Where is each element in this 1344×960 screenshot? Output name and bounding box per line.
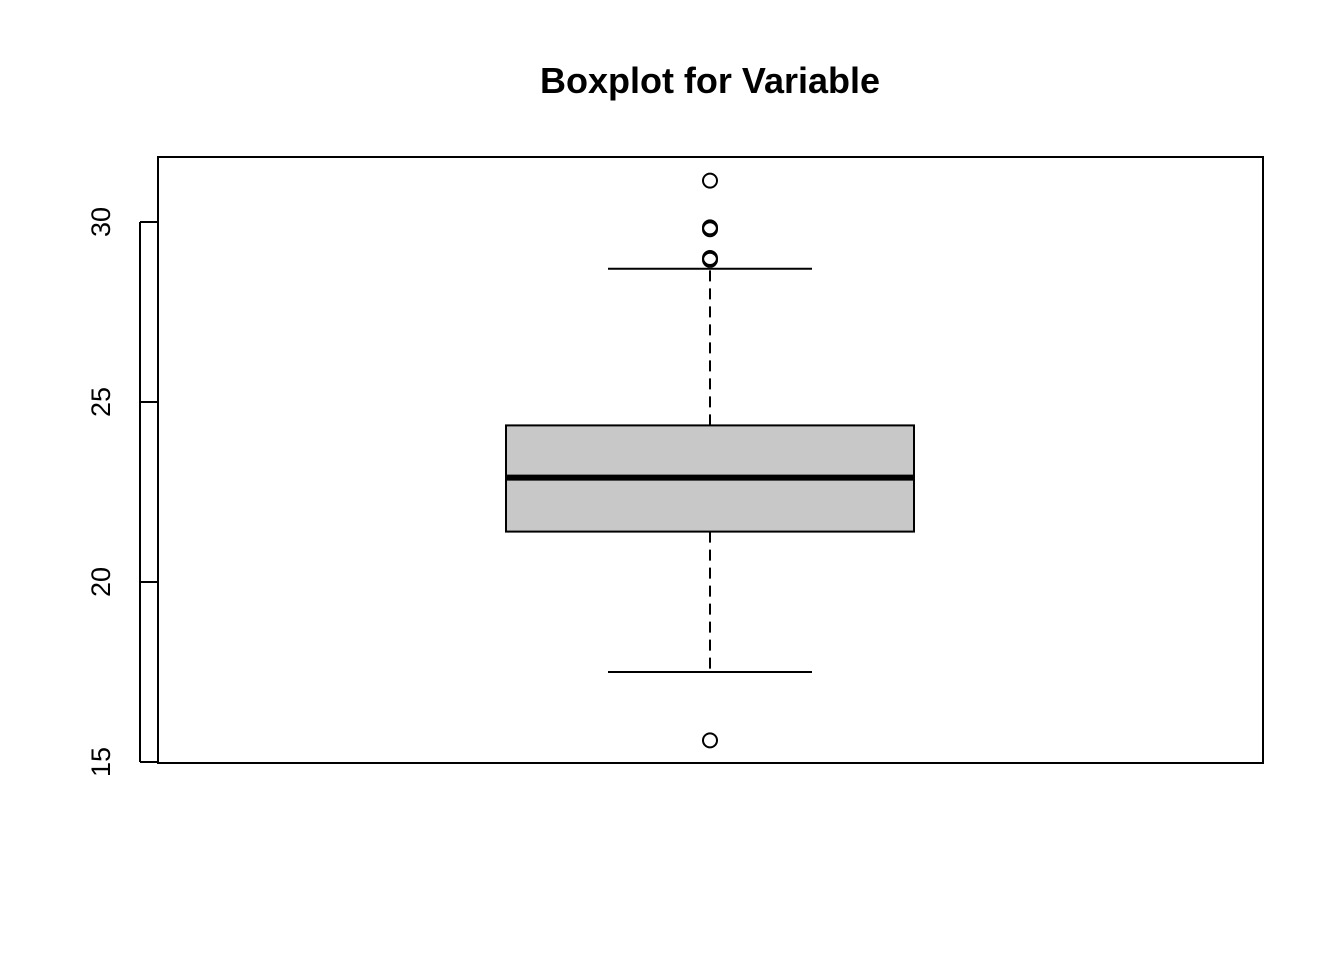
y-tick-label-15: 15: [86, 747, 116, 777]
y-tick-label-20: 20: [86, 567, 116, 597]
plot-layer: 15 20 25 30: [86, 156, 1264, 777]
plot-frame: [157, 156, 1264, 764]
outlier-point-0: [702, 172, 718, 189]
outlier-point-2: [702, 221, 718, 238]
y-tick-label-25: 25: [86, 387, 116, 417]
y-tick-label-30: 30: [86, 207, 116, 237]
outlier-point-4: [702, 251, 718, 268]
outlier-point-5: [702, 732, 718, 749]
chart-title: Boxplot for Variable: [540, 60, 880, 101]
